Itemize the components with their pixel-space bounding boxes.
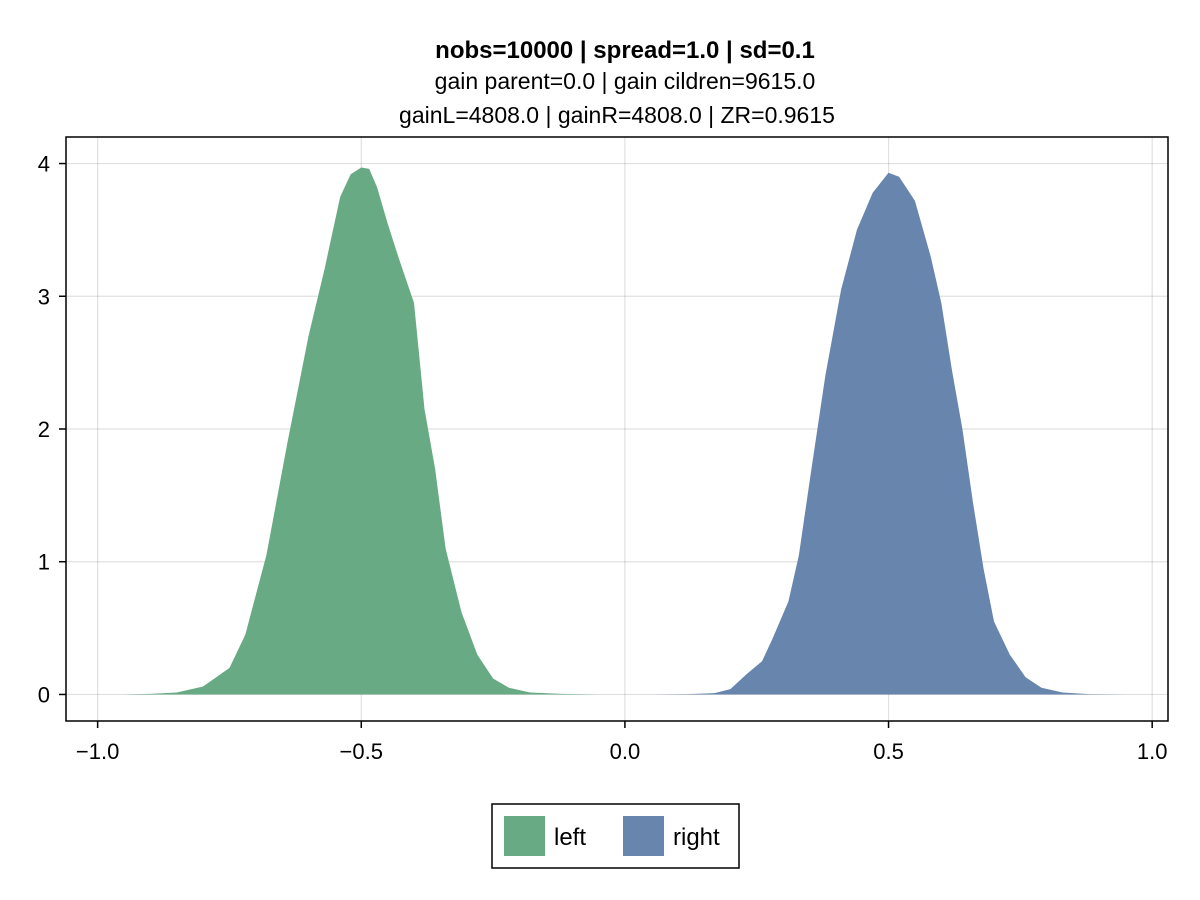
- x-tick-label: 1.0: [1137, 739, 1168, 764]
- y-tick-label: 1: [38, 550, 50, 575]
- legend: left right: [491, 803, 740, 869]
- series-layer: [124, 167, 1126, 695]
- legend-swatch-left: [504, 816, 545, 856]
- y-tick-label: 0: [38, 682, 50, 707]
- grid: [66, 137, 1168, 721]
- x-tick-label: −0.5: [340, 739, 383, 764]
- y-tick-label: 2: [38, 417, 50, 442]
- density-area-right: [651, 172, 1126, 695]
- chart-subtitle-line-2: gainL=4808.0 | gainR=4808.0 | ZR=0.9615: [399, 102, 835, 128]
- y-tick-label: 3: [38, 284, 50, 309]
- axes: −1.0 −0.5 0.0 0.5 1.0 0 1 2 3 4: [38, 152, 1168, 764]
- chart-subtitle-line-1: gain parent=0.0 | gain cildren=9615.0: [435, 68, 816, 94]
- x-tick-label: 0.5: [873, 739, 904, 764]
- y-tick-label: 4: [38, 152, 50, 177]
- legend-label-left: left: [554, 824, 586, 851]
- density-area-left: [124, 167, 599, 695]
- legend-swatch-right: [623, 816, 664, 856]
- x-tick-label: −1.0: [76, 739, 119, 764]
- legend-label-right: right: [673, 824, 720, 851]
- chart-title: nobs=10000 | spread=1.0 | sd=0.1: [435, 37, 815, 64]
- x-tick-label: 0.0: [610, 739, 641, 764]
